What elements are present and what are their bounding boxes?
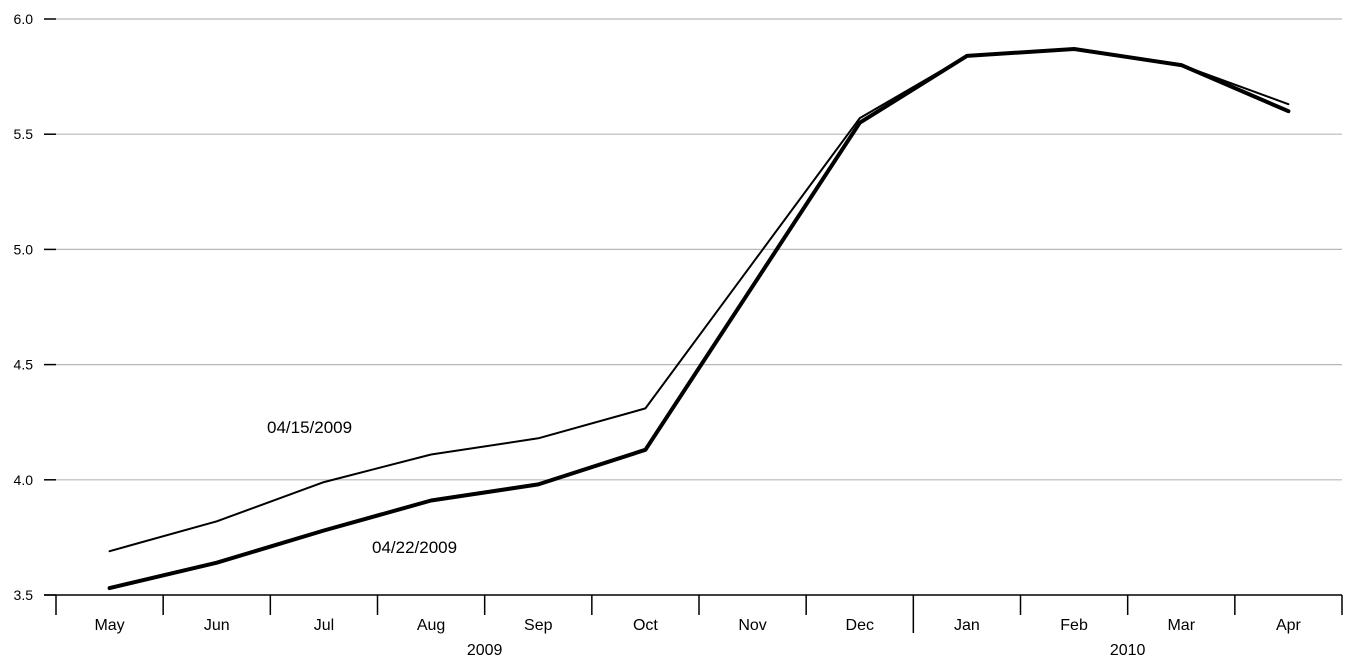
y-tick-label: 6.0 — [14, 11, 34, 27]
x-tick-label: Aug — [417, 617, 445, 634]
x-tick-label: Dec — [846, 617, 874, 634]
year-label: 2009 — [467, 642, 503, 659]
y-tick-label: 5.5 — [14, 126, 34, 142]
y-tick-label: 4.5 — [14, 357, 34, 373]
x-tick-label: Jul — [314, 617, 334, 634]
x-tick-label: Oct — [633, 617, 658, 634]
series-label-0415: 04/15/2009 — [267, 418, 352, 437]
x-tick-label: May — [94, 617, 124, 634]
series-label-0422: 04/22/2009 — [372, 538, 457, 557]
x-tick-label: Sep — [524, 617, 553, 634]
series-line-0 — [108, 48, 1290, 553]
x-tick-label: Apr — [1276, 617, 1302, 634]
y-tick-label: 4.0 — [14, 472, 34, 488]
x-tick-label: Feb — [1060, 617, 1088, 634]
series-line-1 — [107, 47, 1291, 591]
series-labels: 04/15/2009 04/22/2009 — [267, 418, 457, 557]
x-tick-label: Nov — [738, 617, 766, 634]
y-tick-label: 5.0 — [14, 241, 34, 257]
x-tick-label: Mar — [1167, 617, 1195, 634]
series-lines — [107, 47, 1291, 591]
x-tick-label: Jan — [954, 617, 980, 634]
x-axis: May Jun Jul Aug Sep Oct Nov Dec Jan Feb Mar Apr 2009… — [44, 594, 1343, 659]
gridlines — [56, 18, 1342, 481]
x-tick-label: Jun — [204, 617, 230, 634]
year-label: 2010 — [1110, 642, 1146, 659]
y-axis: 3.5 4.0 4.5 5.0 5.5 6.0 — [14, 11, 56, 603]
y-tick-label: 3.5 — [14, 587, 34, 603]
